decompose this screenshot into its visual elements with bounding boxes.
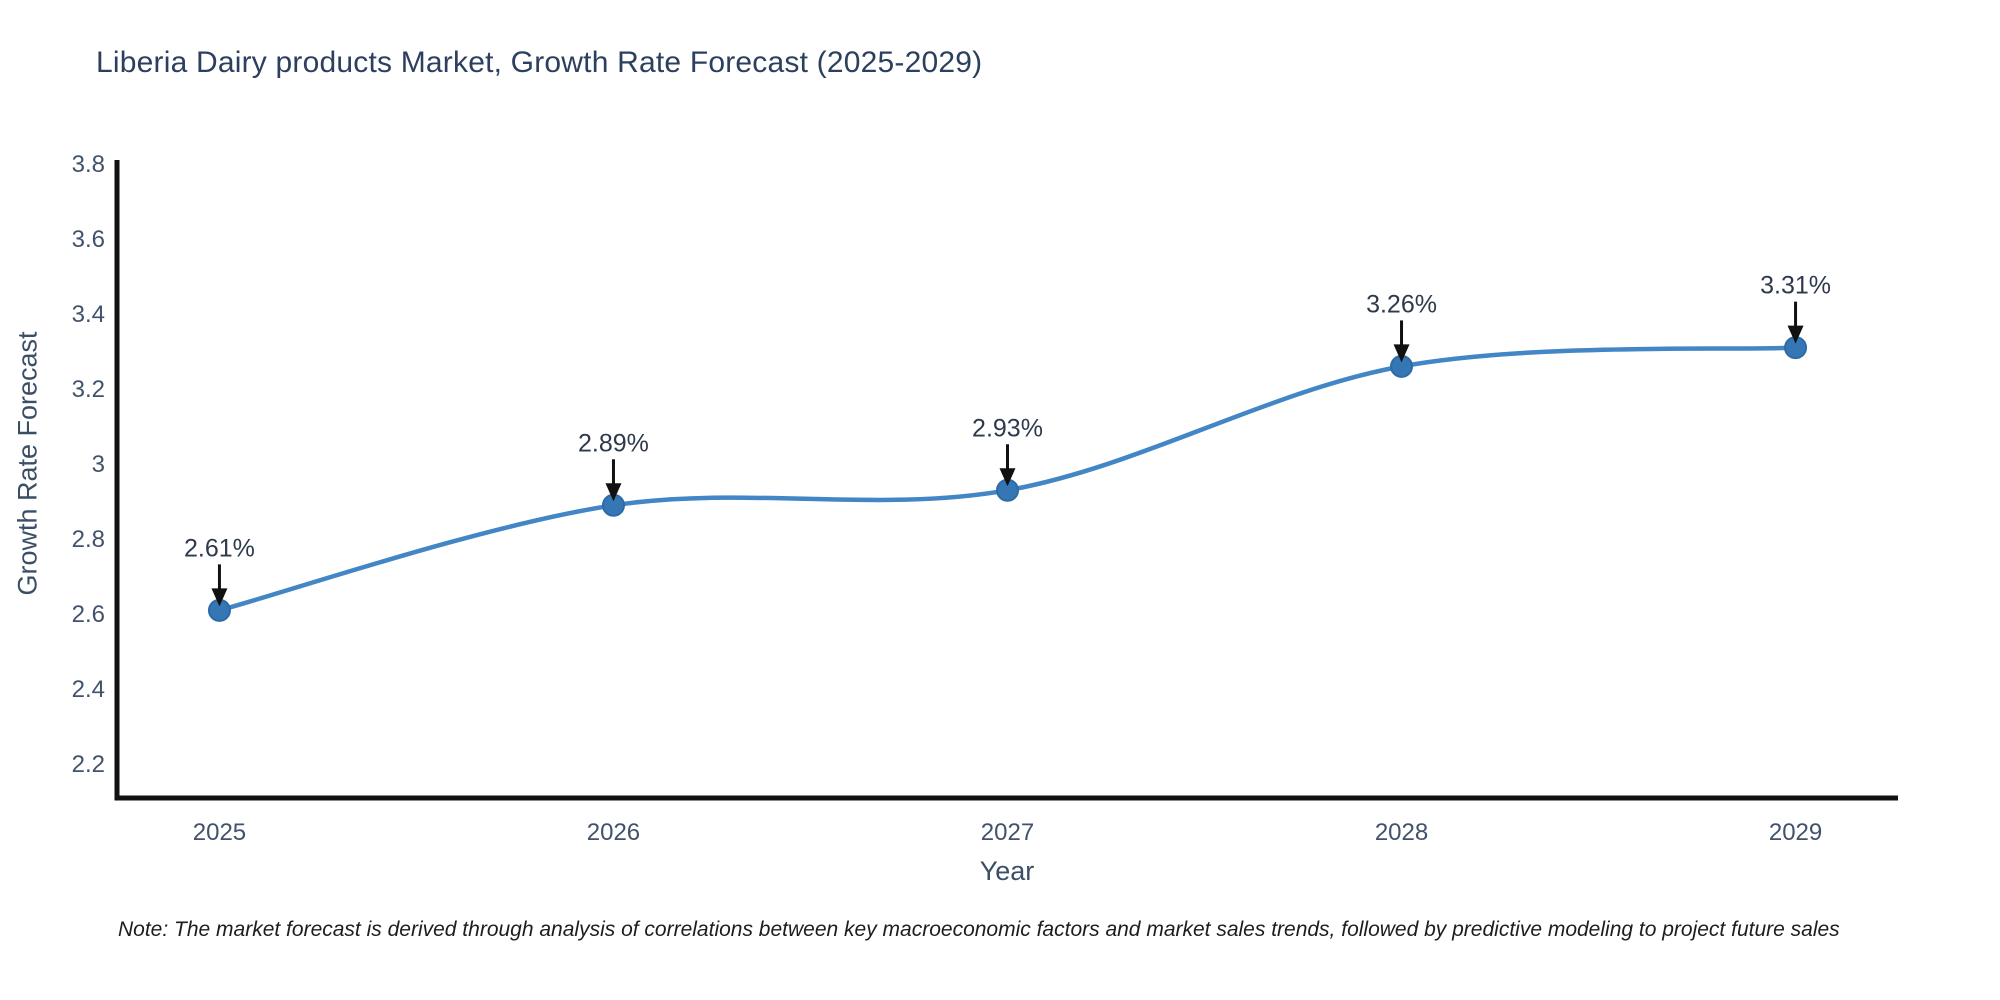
y-tick-label: 2.4 [72, 676, 105, 703]
data-point-label: 3.31% [1760, 272, 1831, 300]
data-point-label: 2.61% [184, 534, 255, 562]
annotation-arrowhead-icon [211, 588, 228, 607]
y-tick-label: 3.8 [72, 151, 105, 178]
x-axis-title: Year [979, 856, 1035, 886]
annotation-arrowhead-icon [1393, 344, 1410, 363]
x-tick-label: 2025 [193, 819, 246, 846]
y-tick-label: 2.8 [72, 526, 105, 553]
data-point-label: 2.93% [972, 414, 1043, 442]
footnote: Note: The market forecast is derived thr… [118, 918, 1840, 941]
data-point-label: 3.26% [1366, 290, 1437, 318]
y-tick-label: 3.2 [72, 376, 105, 403]
y-tick-label: 2.6 [72, 601, 105, 628]
y-tick-label: 3.6 [72, 226, 105, 253]
x-tick-label: 2027 [981, 819, 1034, 846]
x-tick-label: 2026 [587, 819, 640, 846]
annotation-arrowhead-icon [999, 468, 1016, 487]
chart-title: Liberia Dairy products Market, Growth Ra… [96, 46, 983, 79]
y-tick-label: 3 [92, 451, 105, 478]
y-axis-title: Growth Rate Forecast [12, 331, 43, 596]
y-tick-label: 2.2 [72, 751, 105, 778]
data-point-label: 2.89% [578, 429, 649, 457]
y-tick-label: 3.4 [72, 301, 105, 328]
annotation-arrowhead-icon [605, 483, 622, 502]
x-tick-label: 2029 [1769, 819, 1822, 846]
annotation-arrowhead-icon [1787, 325, 1804, 344]
x-tick-label: 2028 [1375, 819, 1428, 846]
